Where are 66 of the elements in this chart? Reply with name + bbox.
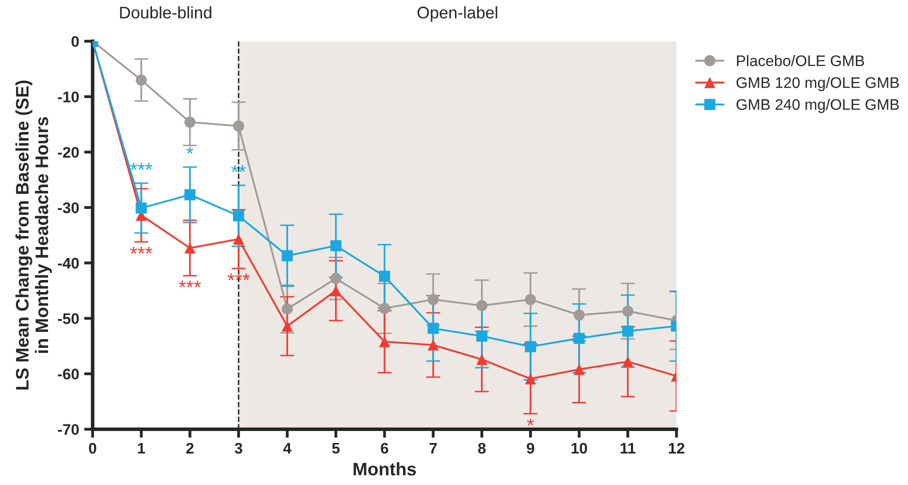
x-tick-label: 7 (430, 442, 437, 454)
point (428, 294, 439, 306)
text: Open-label (418, 6, 498, 22)
x-tick-label: 6 (380, 442, 388, 454)
point (622, 306, 634, 317)
point (622, 326, 634, 337)
annotation: *** (178, 280, 201, 288)
point (282, 320, 293, 332)
legend-label: GMB 120 mg/OLE GMB (736, 76, 899, 92)
point (330, 285, 342, 296)
point (428, 322, 439, 334)
x-tick-label: 0 (88, 442, 96, 454)
x-tick-label: 3 (234, 442, 242, 454)
point (476, 354, 488, 365)
x-tick-label: 8 (478, 442, 486, 454)
point (136, 202, 147, 214)
annotation: *** (130, 246, 152, 254)
x-axis-title: Months (354, 462, 416, 476)
y-tick-label: -20 (58, 146, 79, 158)
legend-label: Placebo/OLE GMB (737, 54, 864, 66)
legend-label: GMB 240 mg/OLE GMB (736, 98, 899, 113)
point (378, 270, 390, 282)
point (184, 242, 196, 254)
y-tick-label: 0 (72, 36, 79, 47)
point (282, 250, 293, 262)
point (378, 336, 390, 348)
y-tick-label: -60 (58, 368, 79, 380)
y-tick-label: -70 (58, 424, 79, 435)
x-tick-label: 9 (526, 442, 534, 454)
x-tick-label: 1 (138, 442, 146, 454)
x-tick-label: 5 (332, 442, 340, 454)
point (476, 330, 488, 342)
annotation: *** (228, 273, 250, 280)
point (574, 309, 585, 321)
annotation: * (186, 146, 194, 154)
point (574, 364, 585, 375)
x-tick-label: 2 (186, 442, 194, 454)
point (378, 302, 390, 314)
point (282, 303, 293, 314)
point (184, 116, 196, 128)
x-tick-label: 12 (668, 442, 684, 454)
point (428, 339, 439, 351)
point (184, 189, 196, 200)
point (476, 300, 488, 312)
annotation: *** (130, 162, 152, 170)
text: Double-blind (120, 6, 212, 18)
point (330, 240, 342, 252)
point (622, 356, 634, 368)
point (330, 272, 342, 284)
point (233, 120, 244, 132)
x-tick-label: 11 (620, 442, 636, 454)
point (574, 332, 585, 344)
y-tick-label: -30 (58, 202, 79, 214)
y-tick-label: -10 (58, 92, 79, 102)
point (524, 373, 536, 384)
annotation: * (527, 418, 534, 426)
x-tick-label: 4 (283, 442, 292, 454)
y-tick-label: -50 (58, 313, 79, 324)
x-tick-label: 10 (572, 442, 588, 454)
y-axis-title: LS Mean Change from Baseline (SE) in Monthly Headache Hours (15, 80, 52, 390)
point (233, 210, 244, 222)
point (524, 341, 536, 352)
point (233, 234, 244, 245)
point (524, 294, 536, 306)
point (136, 74, 147, 86)
y-tick-label: -40 (58, 258, 79, 269)
